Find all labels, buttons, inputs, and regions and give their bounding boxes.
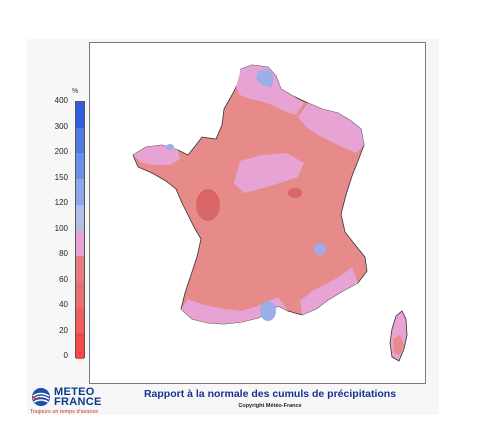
legend-swatch: [76, 179, 84, 206]
corsica-dry-zone: [393, 335, 404, 355]
dry-zone-center: [288, 188, 302, 198]
logo-tagline: Toujours un temps d'avance: [30, 409, 99, 415]
legend-tick-label: 20: [59, 325, 68, 335]
legend-swatch: [76, 307, 84, 334]
legend-tick-label: 400: [54, 96, 68, 105]
meteo-france-logo: METEO FRANCE Toujours un temps d'avance: [30, 387, 110, 417]
map-frame: [89, 42, 426, 384]
legend-swatch: [76, 230, 84, 257]
legend-unit: %: [72, 88, 79, 95]
legend-tick-label: 200: [54, 147, 68, 156]
legend-swatch: [76, 102, 84, 129]
legend-swatch: [76, 204, 84, 231]
legend-tick-label: 0: [63, 351, 68, 360]
legend-tick-label: 300: [54, 121, 68, 131]
logo-title: METEO: [54, 386, 95, 398]
north-pink-zone: [236, 65, 304, 115]
legend-swatch: [76, 256, 84, 283]
france-precipitation-map: [132, 64, 408, 362]
legend-color-bar: [75, 101, 85, 360]
legend-tick-label: 120: [54, 198, 68, 207]
legend-swatch: [76, 127, 84, 154]
logo-subtitle: FRANCE: [54, 396, 102, 408]
legend-swatch: [76, 281, 84, 309]
south-pink-zone: [181, 297, 288, 324]
legend-tick-label: 150: [54, 172, 68, 182]
map-caption: Rapport à la normale des cumuls de préci…: [143, 388, 397, 400]
globe-icon: [31, 388, 50, 406]
legend-tick-label: 60: [59, 274, 68, 284]
west-pink-zone: [133, 145, 180, 165]
legend-tick-label: 40: [59, 300, 68, 309]
southeast-pink-zone: [300, 267, 358, 315]
wet-zone-south: [260, 301, 276, 321]
legend-swatch: [76, 333, 84, 360]
dry-zone-west-center: [196, 189, 220, 221]
center-pink-band: [234, 153, 304, 193]
wet-zone-north: [256, 69, 274, 87]
legend-swatch: [76, 153, 84, 180]
legend-tick-label: 100: [54, 223, 68, 233]
copyright-text: Copyright Météo-France: [238, 403, 302, 409]
wet-zone-brittany: [166, 144, 174, 150]
wet-zone-alps: [314, 243, 326, 255]
legend-tick-label: 80: [59, 249, 68, 258]
northeast-pink-zone: [298, 103, 364, 153]
